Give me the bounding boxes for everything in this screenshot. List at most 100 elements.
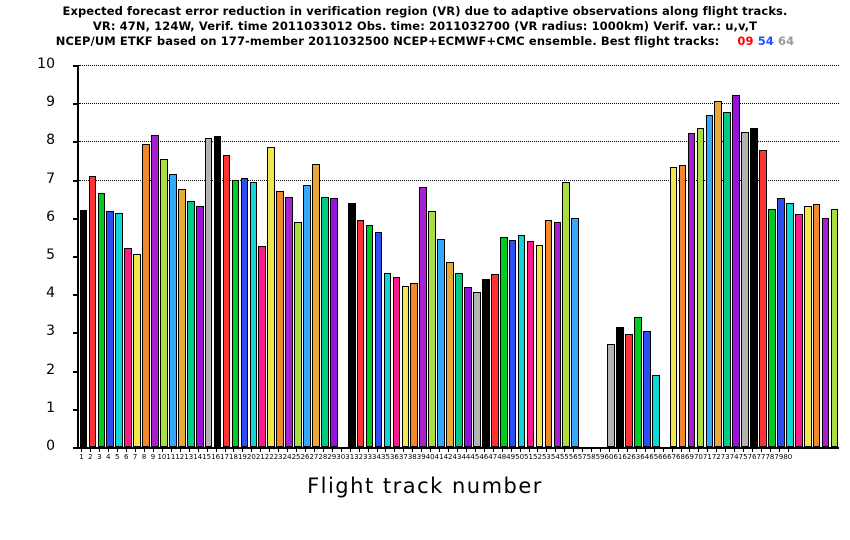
x-tick-mark bbox=[331, 447, 333, 452]
x-tick-label: 31 bbox=[345, 453, 355, 461]
x-tick-label: 2 bbox=[88, 453, 93, 461]
bar bbox=[410, 282, 419, 447]
x-axis: 1 2 3 4 5 6 7 8 9 10 11 12 13 14 15 16 17 18 19 20 21 22 23 24 2… bbox=[77, 447, 837, 471]
best-track-09: 09 bbox=[737, 34, 754, 48]
x-tick-mark bbox=[787, 447, 789, 452]
x-tick-label: 38 bbox=[407, 453, 417, 461]
title-line-3: NCEP/UM ETKF based on 177-member 2011032… bbox=[0, 34, 850, 49]
x-tick-label: 35 bbox=[381, 453, 390, 461]
x-tick-mark bbox=[269, 447, 271, 452]
x-tick-label: 77 bbox=[756, 453, 766, 461]
x-tick-mark bbox=[546, 447, 548, 452]
bar bbox=[392, 277, 401, 447]
bar bbox=[651, 375, 660, 447]
x-tick-label: 1 bbox=[79, 453, 84, 461]
bar bbox=[687, 133, 696, 447]
x-tick-mark bbox=[778, 447, 780, 452]
bar bbox=[329, 197, 338, 447]
bar bbox=[240, 177, 249, 447]
x-tick-mark bbox=[582, 447, 584, 452]
chart-title-block: Expected forecast error reduction in ver… bbox=[0, 4, 850, 49]
x-tick-label: 36 bbox=[389, 453, 399, 461]
bar bbox=[294, 222, 302, 447]
x-tick-label: 27 bbox=[309, 453, 319, 461]
bar bbox=[88, 175, 97, 447]
x-tick-mark bbox=[126, 447, 128, 452]
x-tick-mark bbox=[260, 447, 262, 452]
x-axis-title: Flight track number bbox=[307, 474, 543, 498]
x-tick-mark bbox=[170, 447, 172, 452]
x-tick-label: 13 bbox=[184, 453, 194, 461]
bar bbox=[213, 135, 222, 447]
x-tick-label: 52 bbox=[533, 453, 542, 461]
x-tick-label: 72 bbox=[711, 453, 721, 461]
best-track-54: 54 bbox=[757, 34, 774, 48]
x-tick-label: 30 bbox=[336, 453, 346, 461]
x-tick-label: 7 bbox=[132, 453, 138, 461]
x-tick-label: 16 bbox=[211, 453, 221, 461]
bar bbox=[258, 246, 267, 447]
bar bbox=[750, 128, 758, 447]
x-tick-label: 74 bbox=[729, 453, 739, 461]
bar bbox=[204, 137, 213, 447]
y-tick-mark bbox=[73, 294, 79, 297]
x-tick-mark bbox=[313, 447, 315, 452]
bar bbox=[768, 209, 776, 447]
x-tick-label: 59 bbox=[595, 453, 605, 461]
x-tick-label: 24 bbox=[282, 453, 292, 461]
bar bbox=[97, 192, 106, 447]
x-tick-mark bbox=[492, 447, 494, 452]
bar bbox=[562, 181, 571, 447]
bar bbox=[714, 101, 723, 447]
x-tick-mark bbox=[716, 447, 718, 452]
x-tick-mark bbox=[448, 447, 450, 452]
bar bbox=[830, 209, 839, 447]
x-tick-mark bbox=[385, 447, 387, 452]
bar bbox=[401, 285, 410, 447]
x-tick-mark bbox=[573, 447, 575, 452]
y-tick-label: 2 bbox=[46, 361, 55, 378]
x-tick-mark bbox=[653, 447, 655, 452]
x-tick-label: 47 bbox=[488, 453, 498, 461]
x-tick-mark bbox=[707, 447, 709, 452]
x-tick-mark bbox=[501, 447, 503, 452]
bar bbox=[616, 326, 624, 447]
bar bbox=[625, 334, 633, 447]
bar bbox=[177, 189, 186, 447]
x-tick-mark bbox=[421, 447, 423, 452]
gridline bbox=[79, 179, 839, 181]
bar bbox=[249, 181, 258, 447]
x-tick-mark bbox=[340, 447, 342, 452]
x-tick-label: 29 bbox=[327, 453, 337, 461]
x-tick-label: 51 bbox=[524, 453, 533, 461]
x-tick-label: 41 bbox=[434, 453, 444, 461]
bar bbox=[151, 134, 159, 447]
bar bbox=[499, 236, 508, 447]
x-tick-label: 45 bbox=[470, 453, 480, 461]
x-tick-mark bbox=[752, 447, 754, 452]
x-tick-mark bbox=[430, 447, 432, 452]
x-tick-label: 71 bbox=[702, 453, 712, 461]
y-tick-label: 6 bbox=[46, 208, 55, 225]
bar bbox=[777, 197, 785, 447]
x-tick-label: 15 bbox=[202, 453, 212, 461]
bar bbox=[571, 217, 580, 447]
y-tick-mark bbox=[73, 217, 79, 220]
x-tick-mark bbox=[90, 447, 92, 452]
bar bbox=[428, 210, 437, 447]
bar bbox=[473, 292, 481, 447]
x-tick-label: 21 bbox=[255, 453, 265, 461]
x-tick-label: 22 bbox=[264, 453, 274, 461]
x-tick-mark bbox=[135, 447, 137, 452]
x-tick-label: 23 bbox=[273, 453, 283, 461]
bar bbox=[508, 239, 517, 447]
bar bbox=[419, 187, 428, 447]
x-tick-mark bbox=[474, 447, 476, 452]
title-line-1: Expected forecast error reduction in ver… bbox=[62, 4, 788, 18]
x-tick-label: 25 bbox=[291, 453, 301, 461]
y-tick-label: 7 bbox=[46, 170, 55, 187]
x-tick-mark bbox=[206, 447, 208, 452]
x-tick-mark bbox=[537, 447, 539, 452]
x-tick-label: 33 bbox=[363, 453, 373, 461]
